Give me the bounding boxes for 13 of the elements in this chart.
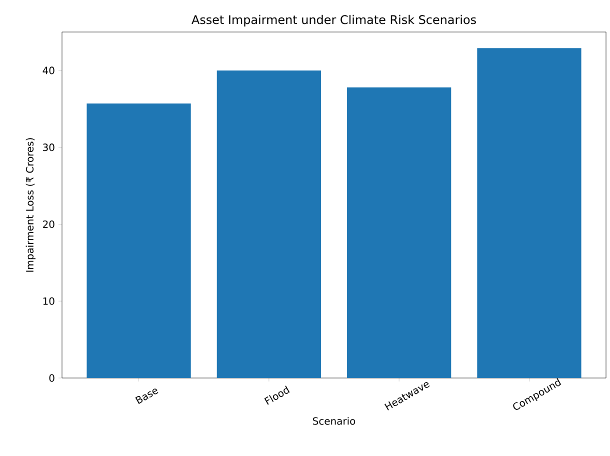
x-tick-label: Base — [135, 388, 158, 404]
y-tick-label: 20 — [43, 220, 54, 228]
bar — [347, 87, 452, 378]
chart-title: Asset Impairment under Climate Risk Scenarios — [192, 14, 476, 26]
y-tick-label: 40 — [42, 66, 54, 74]
y-tick-label: 10 — [43, 297, 54, 305]
x-axis-title: Scenario — [313, 417, 356, 425]
y-tick-label: 0 — [49, 374, 54, 382]
bar — [216, 70, 321, 378]
bar — [477, 48, 582, 378]
y-tick-label: 30 — [43, 144, 54, 152]
y-axis-title: Impairment Loss (₹ Crores) — [26, 138, 36, 272]
bar — [86, 104, 191, 378]
